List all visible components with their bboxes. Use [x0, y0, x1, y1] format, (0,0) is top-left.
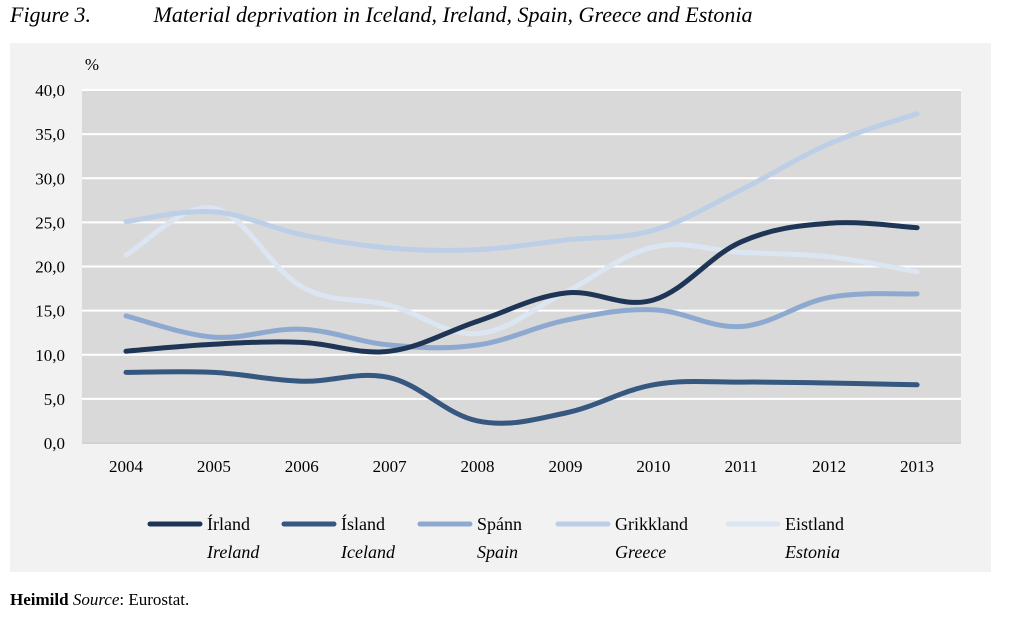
series-line-spain: [123, 291, 920, 351]
x-tick-label: 2009: [548, 457, 582, 476]
x-tick-label: 2013: [900, 457, 934, 476]
legend-label: Ísland: [341, 513, 385, 534]
source-label-en: Source: [72, 590, 120, 609]
legend-entry-ireland: Írland Ireland: [147, 513, 260, 562]
legend-label-english: Ireland: [206, 542, 260, 562]
y-tick-label: 35,0: [35, 125, 65, 144]
line-chart: 0,0 5,0 10,0 15,0 20,0 25,0 30,0 35,0 40,0% 2004…: [35, 55, 961, 562]
series-line-estonia: [123, 205, 920, 337]
figure-title-text: Material deprivation in Iceland, Ireland…: [153, 2, 753, 27]
x-tick-label: 2010: [636, 457, 670, 476]
y-tick-label: 0,0: [44, 434, 65, 453]
figure-label: Figure 3.: [10, 2, 92, 27]
x-tick-label: 2007: [373, 457, 408, 476]
series-line-ireland: [123, 220, 920, 355]
y-tick-label: 5,0: [44, 390, 65, 409]
legend-entry-estonia: Eistland Estonia: [725, 514, 844, 562]
source-text: : Eurostat.: [119, 590, 190, 609]
figure-title: Figure 3. Material deprivation in Icelan…: [10, 2, 752, 28]
legend-entry-iceland: Ísland Iceland: [281, 513, 396, 562]
legend-entry-spain: Spánn Spain: [417, 514, 522, 562]
y-tick-label: 30,0: [35, 169, 65, 188]
y-tick-label: 20,0: [35, 258, 65, 277]
y-tick-label: 40,0: [35, 81, 65, 100]
legend-entry-greece: Grikkland Greece: [555, 514, 688, 562]
y-tick-label: 10,0: [35, 346, 65, 365]
x-tick-label: 2008: [461, 457, 495, 476]
x-axis: 2004 2005 2006 2007 2008 2009 2010 2011 2012 2013: [82, 442, 961, 476]
legend-label-english: Greece: [615, 542, 666, 562]
series-lines: [123, 111, 920, 426]
legend-label-english: Iceland: [340, 542, 396, 562]
series-line-greece: [123, 111, 920, 254]
x-tick-label: 2004: [109, 457, 144, 476]
series-line-iceland: [123, 369, 920, 426]
legend-label: Spánn: [477, 514, 522, 534]
x-tick-label: 2006: [285, 457, 319, 476]
x-tick-label: 2012: [812, 457, 846, 476]
x-tick-label: 2005: [197, 457, 231, 476]
source-note: Heimild Source: Eurostat.: [10, 590, 189, 610]
chart-panel: 0,0 5,0 10,0 15,0 20,0 25,0 30,0 35,0 40,0% 2004…: [10, 43, 991, 572]
legend-label-english: Spain: [477, 542, 518, 562]
legend-label: Írland: [207, 513, 250, 534]
legend-label: Grikkland: [615, 514, 688, 534]
y-axis: 0,0 5,0 10,0 15,0 20,0 25,0 30,0 35,0 40,0%: [35, 55, 99, 453]
y-tick-label: 25,0: [35, 213, 65, 232]
legend: Írland Ireland Ísland Iceland Spánn Spain Grik…: [147, 513, 844, 562]
y-tick-label: 15,0: [35, 302, 65, 321]
source-label-is: Heimild: [10, 590, 69, 609]
legend-label: Eistland: [785, 514, 844, 534]
x-tick-label: 2011: [725, 457, 758, 476]
y-axis-unit-label: %: [85, 55, 99, 74]
legend-label-english: Estonia: [784, 542, 840, 562]
